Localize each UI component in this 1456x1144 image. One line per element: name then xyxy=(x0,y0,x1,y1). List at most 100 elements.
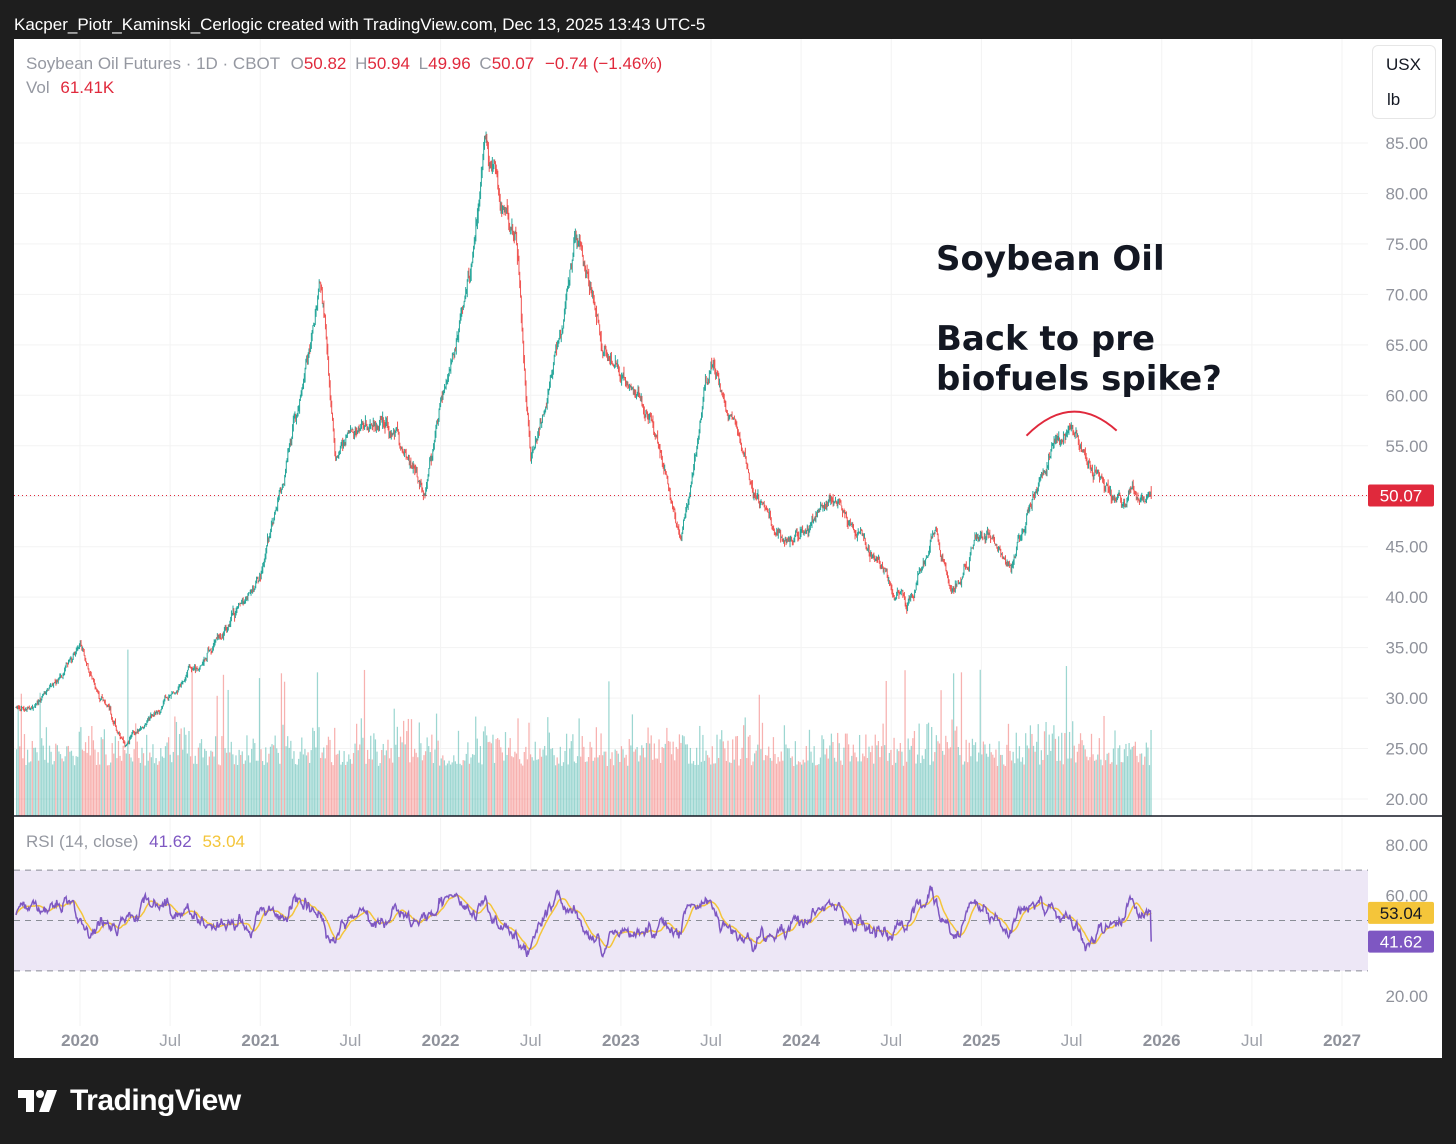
volume-bar xyxy=(680,742,682,816)
volume-bar xyxy=(373,733,375,816)
volume-bar xyxy=(829,745,831,816)
volume-bar xyxy=(1061,732,1063,816)
volume-bar xyxy=(1144,756,1146,816)
volume-bar xyxy=(1029,725,1032,816)
volume-bar xyxy=(304,748,306,816)
chart-frame[interactable]: 85.0080.0075.0070.0065.0060.0055.0050.00… xyxy=(14,39,1442,1058)
volume-bar xyxy=(334,727,336,816)
rsi-axis-tick-label: 60.00 xyxy=(1385,886,1428,905)
time-axis-tick-label: 2023 xyxy=(602,1031,640,1050)
volume-bar xyxy=(330,762,333,816)
volume-bar xyxy=(1094,760,1096,816)
volume-bar xyxy=(619,761,621,816)
volume-bar xyxy=(634,749,637,816)
volume-bar xyxy=(1098,738,1100,816)
volume-bar xyxy=(1120,762,1122,816)
volume-bar xyxy=(569,748,571,816)
volume-bar xyxy=(439,765,441,816)
volume-bar xyxy=(310,750,312,816)
volume-bar xyxy=(23,734,26,816)
volume-bar xyxy=(119,755,121,816)
volume-bar xyxy=(818,764,820,816)
volume-bar xyxy=(1028,748,1030,816)
chart-caption: Kacper_Piotr_Kaminski_Cerlogic created w… xyxy=(14,15,706,34)
volume-bar xyxy=(1048,734,1050,816)
volume-bar xyxy=(838,743,840,816)
volume-bar xyxy=(1131,746,1133,816)
volume-bar xyxy=(135,723,137,816)
volume-bar xyxy=(650,735,652,816)
rsi-axis-tick-label: 20.00 xyxy=(1385,987,1428,1006)
volume-bar xyxy=(91,726,93,816)
volume-bar xyxy=(996,765,999,816)
volume-bar xyxy=(468,763,471,816)
change-value: −0.74 (−1.46%) xyxy=(544,54,663,73)
volume-bar xyxy=(266,762,268,816)
volume-bar xyxy=(473,754,475,816)
volume-bar xyxy=(1012,751,1014,816)
volume-bar xyxy=(885,680,887,816)
volume-bar xyxy=(233,764,236,816)
time-axis-tick-label: Jul xyxy=(340,1031,362,1050)
volume-bar xyxy=(243,763,245,816)
volume-bar xyxy=(591,747,593,816)
volume-bar xyxy=(1095,759,1097,816)
volume-bar xyxy=(415,752,417,816)
volume-bar xyxy=(299,751,301,816)
volume-bar xyxy=(863,756,865,816)
volume-bar xyxy=(77,756,79,816)
volume-bar xyxy=(1054,738,1057,816)
volume-bar xyxy=(959,755,961,816)
volume-bar xyxy=(337,753,339,816)
volume-bar xyxy=(816,764,818,816)
volume-bar xyxy=(882,723,884,816)
volume-bar xyxy=(1090,733,1093,816)
volume-bar xyxy=(288,747,290,816)
unit-selector[interactable]: USX lb xyxy=(1372,45,1436,119)
volume-bar xyxy=(675,746,677,816)
volume-bar xyxy=(188,731,190,816)
volume-bar xyxy=(50,751,52,816)
volume-bar xyxy=(479,746,482,816)
volume-bar xyxy=(1141,753,1143,816)
volume-bar xyxy=(120,760,123,816)
volume-bar xyxy=(189,756,192,816)
volume-bar xyxy=(960,672,963,816)
volume-bar xyxy=(909,749,911,816)
volume-bar xyxy=(600,733,602,816)
chart-canvas[interactable]: 85.0080.0075.0070.0065.0060.0055.0050.00… xyxy=(14,39,1442,1058)
price-axis-tick-label: 45.00 xyxy=(1385,538,1428,557)
volume-bar xyxy=(113,753,115,816)
volume-bar xyxy=(222,674,225,816)
volume-bar xyxy=(555,765,557,816)
volume-bar xyxy=(323,747,325,816)
volume-bar xyxy=(52,764,54,816)
volume-bar xyxy=(110,762,112,816)
volume-bar xyxy=(976,761,978,816)
volume-bar xyxy=(1148,765,1151,816)
volume-bar xyxy=(319,757,322,816)
volume-bar xyxy=(1023,764,1025,816)
volume-bar xyxy=(1032,745,1035,816)
volume-bar xyxy=(1037,724,1039,816)
volume-bar xyxy=(921,755,923,816)
volume-bar xyxy=(318,727,320,816)
volume-bar xyxy=(324,758,326,816)
volume-bar xyxy=(219,765,221,816)
volume-bar xyxy=(152,744,154,816)
volume-bar xyxy=(1017,758,1019,816)
volume-bar xyxy=(395,744,397,816)
volume-bar xyxy=(489,741,491,816)
volume-bar xyxy=(548,732,550,816)
volume-bar xyxy=(916,754,919,816)
volume-bar xyxy=(382,743,384,816)
volume-bar xyxy=(1084,749,1086,816)
volume-bar xyxy=(1119,745,1121,816)
volume-bar xyxy=(1036,741,1038,816)
volume-bar xyxy=(968,742,970,816)
volume-bar xyxy=(880,746,883,816)
volume-bar xyxy=(1042,759,1044,816)
volume-bar xyxy=(1097,754,1099,816)
volume-bar xyxy=(138,757,140,816)
volume-bar xyxy=(196,763,198,816)
